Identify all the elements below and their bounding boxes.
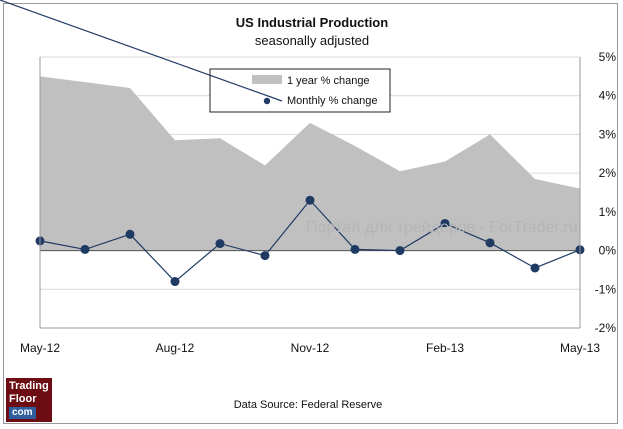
data-point-monthly	[395, 246, 405, 256]
x-tick-label: Aug-12	[156, 341, 195, 355]
logo-line-2: Floor	[9, 393, 37, 405]
y-tick-label: 5%	[599, 50, 617, 64]
y-tick-label: -2%	[595, 321, 617, 335]
area-series	[40, 76, 580, 251]
data-point-monthly	[530, 263, 540, 273]
data-point-monthly	[125, 229, 135, 239]
data-point-monthly	[485, 238, 495, 248]
legend-line-label: Monthly % change	[287, 95, 378, 107]
data-point-monthly	[350, 244, 360, 254]
x-tick-label: Nov-12	[291, 341, 330, 355]
data-point-monthly	[80, 244, 90, 254]
legend-area-swatch	[252, 75, 282, 84]
tradingfloor-logo: Trading Floor com	[6, 378, 52, 422]
chart-subtitle: seasonally adjusted	[255, 33, 369, 48]
y-tick-label: 3%	[599, 127, 617, 141]
logo-line-1: Trading	[9, 380, 49, 392]
legend-box	[209, 68, 391, 113]
legend-line-swatch	[0, 0, 283, 102]
x-tick-label: May-13	[560, 341, 600, 355]
y-tick-label: 0%	[599, 244, 617, 258]
data-point-monthly	[440, 218, 450, 228]
data-point-monthly	[260, 251, 270, 261]
y-tick-label: -1%	[595, 282, 617, 296]
logo-line-3: com	[9, 407, 36, 419]
data-source: Data Source: Federal Reserve	[234, 399, 383, 411]
watermark: Портал для трейдеров - ForTrader.ru	[306, 219, 578, 236]
area-1-year-change	[40, 76, 580, 251]
chart-title: US Industrial Production	[236, 15, 388, 30]
axes: 5% 4% 3% 2% 1% 0% -1% -2% May-12 Aug-12 Nov-12 Feb-…	[20, 50, 616, 355]
legend-line-marker	[263, 97, 271, 105]
data-point-monthly	[170, 277, 180, 287]
data-point-monthly	[305, 195, 315, 205]
line-series	[35, 195, 585, 287]
legend: 1 year % change Monthly % change	[0, 0, 391, 113]
y-tick-label: 1%	[599, 205, 617, 219]
y-tick-label: 4%	[599, 89, 617, 103]
y-tick-label: 2%	[599, 166, 617, 180]
x-tick-label: May-12	[20, 341, 60, 355]
x-tick-label: Feb-13	[426, 341, 464, 355]
data-point-monthly	[215, 239, 225, 249]
legend-area-label: 1 year % change	[287, 75, 370, 87]
